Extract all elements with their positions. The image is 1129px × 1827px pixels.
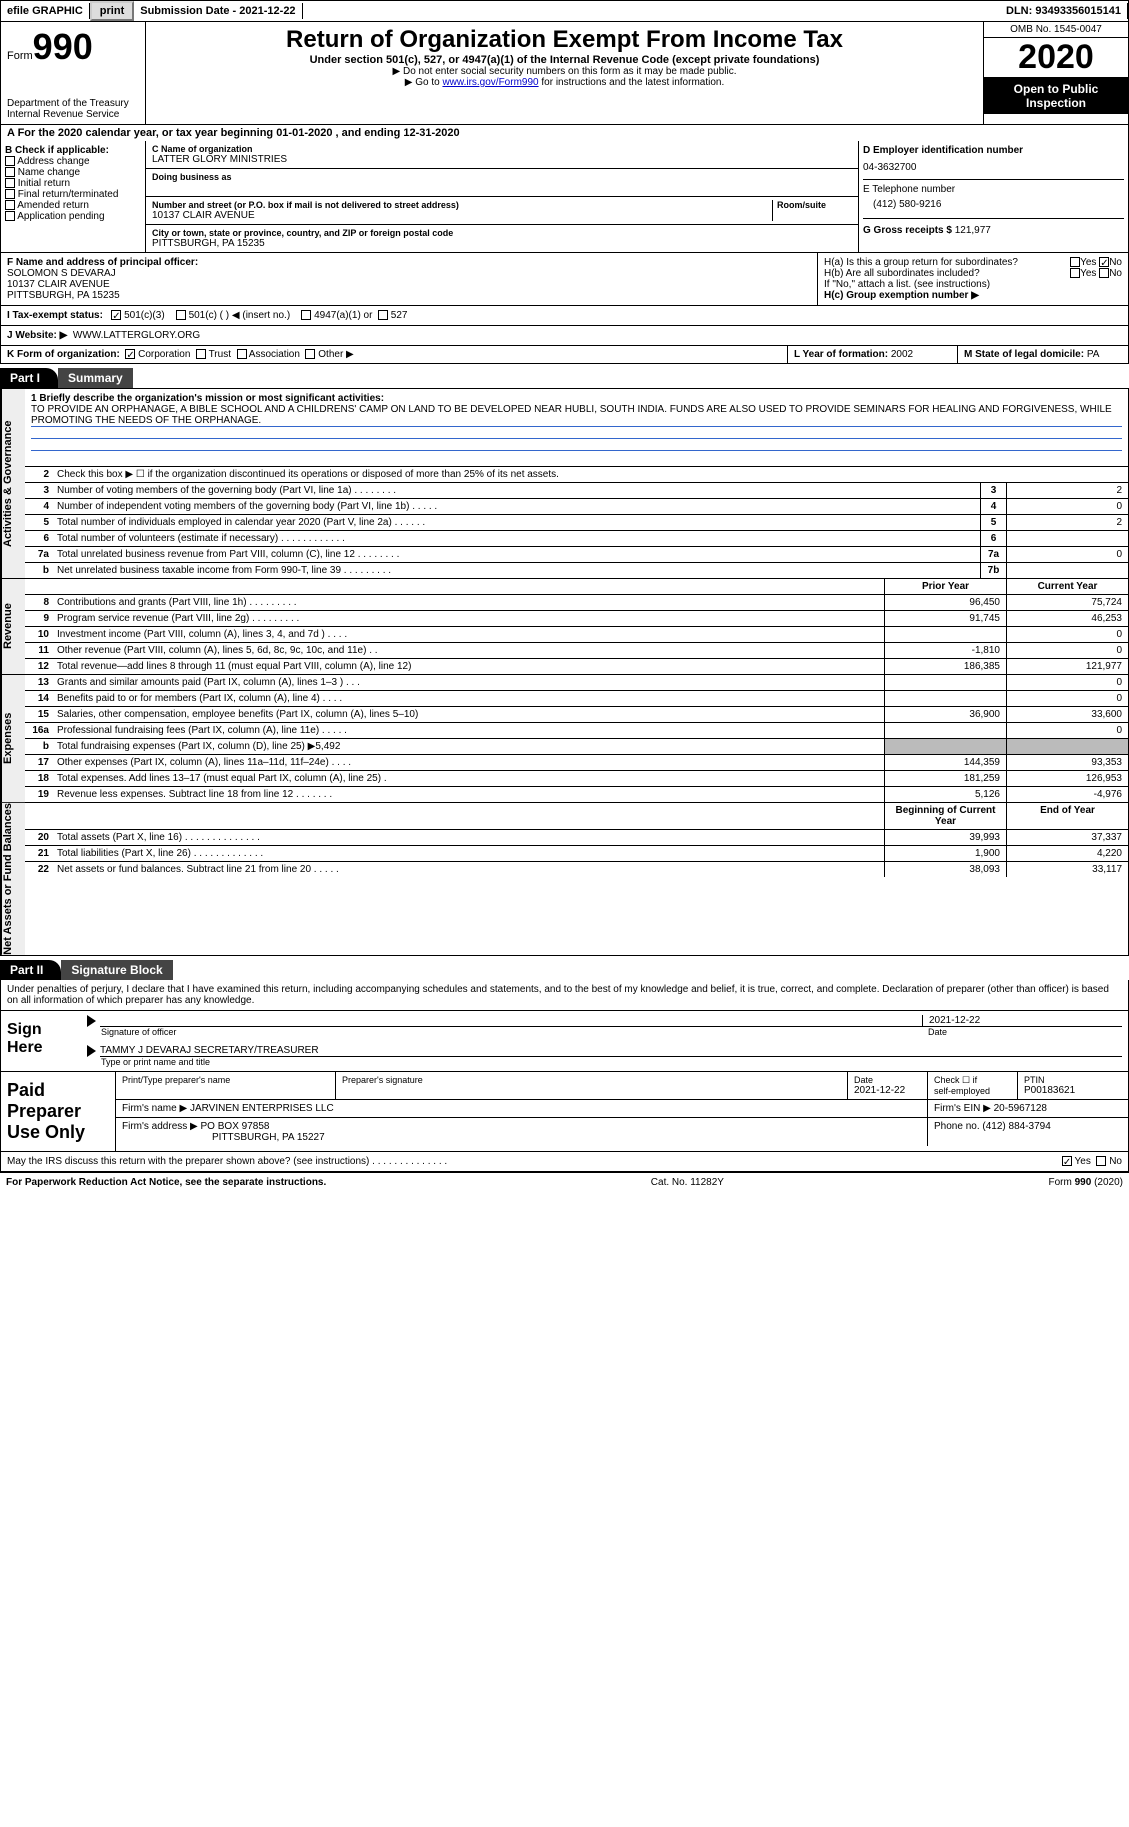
form-number: 990 [33, 26, 93, 68]
firm-name: JARVINEN ENTERPRISES LLC [190, 1103, 334, 1114]
header-left: Form 990 Department of the Treasury Inte… [1, 22, 146, 124]
section-netassets: Net Assets or Fund Balances Beginning of… [0, 803, 1129, 956]
box-c: C Name of organization LATTER GLORY MINI… [146, 141, 858, 252]
box-deg: D Employer identification number 04-3632… [858, 141, 1128, 252]
cb-501c[interactable] [176, 310, 186, 320]
firm-phone: (412) 884-3794 [982, 1121, 1050, 1132]
cb-address-change[interactable] [5, 156, 15, 166]
cb-ha-yes[interactable] [1070, 257, 1080, 267]
mission-block: 1 Briefly describe the organization's mi… [25, 389, 1128, 467]
cb-4947[interactable] [301, 310, 311, 320]
topbar: efile GRAPHIC print Submission Date - 20… [0, 0, 1129, 22]
firm-ein: 20-5967128 [994, 1103, 1047, 1114]
header-center: Return of Organization Exempt From Incom… [146, 22, 983, 124]
tax-year: 2020 [984, 38, 1128, 78]
cb-assoc[interactable] [237, 349, 247, 359]
form-title: Return of Organization Exempt From Incom… [150, 26, 979, 54]
cb-final-return[interactable] [5, 189, 15, 199]
submission-date: Submission Date - 2021-12-22 [134, 3, 302, 19]
cb-amended-return[interactable] [5, 200, 15, 210]
cb-initial-return[interactable] [5, 178, 15, 188]
efile-label: efile GRAPHIC [1, 3, 90, 19]
signature-block: Under penalties of perjury, I declare th… [0, 980, 1129, 1072]
section-revenue: Revenue Prior YearCurrent Year 8Contribu… [0, 579, 1129, 675]
officer-name: TAMMY J DEVARAJ SECRETARY/TREASURER [100, 1045, 1122, 1057]
cb-other[interactable] [305, 349, 315, 359]
cb-hb-no[interactable] [1099, 268, 1109, 278]
paid-preparer: Paid Preparer Use Only Print/Type prepar… [0, 1072, 1129, 1152]
cb-discuss-yes[interactable] [1062, 1156, 1072, 1166]
cb-discuss-no[interactable] [1096, 1156, 1106, 1166]
cb-527[interactable] [378, 310, 388, 320]
a-period-row: A For the 2020 calendar year, or tax yea… [0, 125, 1129, 141]
box-b: B Check if applicable: Address change Na… [1, 141, 146, 252]
gross-receipts: 121,977 [955, 225, 991, 236]
print-button[interactable]: print [90, 1, 134, 21]
org-city: PITTSBURGH, PA 15235 [152, 238, 852, 249]
entity-block: B Check if applicable: Address change Na… [0, 141, 1129, 253]
arrow-icon [87, 1015, 96, 1027]
discuss-row: May the IRS discuss this return with the… [0, 1152, 1129, 1172]
cb-name-change[interactable] [5, 167, 15, 177]
mission-text: TO PROVIDE AN ORPHANAGE, A BIBLE SCHOOL … [31, 404, 1122, 426]
sig-date: 2021-12-22 [922, 1015, 1122, 1027]
form-990-page: efile GRAPHIC print Submission Date - 20… [0, 0, 1129, 1192]
cb-trust[interactable] [196, 349, 206, 359]
arrow-icon [87, 1045, 96, 1057]
cb-501c3[interactable] [111, 310, 121, 320]
fh-block: F Name and address of principal officer:… [0, 253, 1129, 306]
ptin: P00183621 [1024, 1085, 1122, 1096]
row-i: I Tax-exempt status: 501(c)(3) 501(c) ( … [0, 306, 1129, 326]
section-governance: Activities & Governance 1 Briefly descri… [0, 388, 1129, 579]
part1-bar: Part I Summary [0, 368, 1129, 388]
website: WWW.LATTERGLORY.ORG [73, 330, 200, 341]
box-f: F Name and address of principal officer:… [1, 253, 818, 305]
header-right: OMB No. 1545-0047 2020 Open to Public In… [983, 22, 1128, 124]
section-expenses: Expenses 13Grants and similar amounts pa… [0, 675, 1129, 803]
cb-corp[interactable] [125, 349, 135, 359]
page-footer: For Paperwork Reduction Act Notice, see … [0, 1172, 1129, 1192]
row-klm: K Form of organization: Corporation Trus… [0, 346, 1129, 364]
row-j: J Website: ▶ WWW.LATTERGLORY.ORG [0, 326, 1129, 346]
org-street: 10137 CLAIR AVENUE [152, 210, 772, 221]
ein: 04-3632700 [863, 156, 1124, 179]
irs-link[interactable]: www.irs.gov/Form990 [442, 77, 538, 88]
part2-bar: Part II Signature Block [0, 960, 1129, 980]
dln: DLN: 93493356015141 [1000, 3, 1128, 19]
cb-hb-yes[interactable] [1070, 268, 1080, 278]
cb-ha-no[interactable] [1099, 257, 1109, 267]
org-name: LATTER GLORY MINISTRIES [152, 154, 852, 165]
form-header: Form 990 Department of the Treasury Inte… [0, 22, 1129, 125]
phone: (412) 580-9216 [863, 195, 1124, 218]
cb-application-pending[interactable] [5, 211, 15, 221]
box-h: H(a) Is this a group return for subordin… [818, 253, 1128, 305]
